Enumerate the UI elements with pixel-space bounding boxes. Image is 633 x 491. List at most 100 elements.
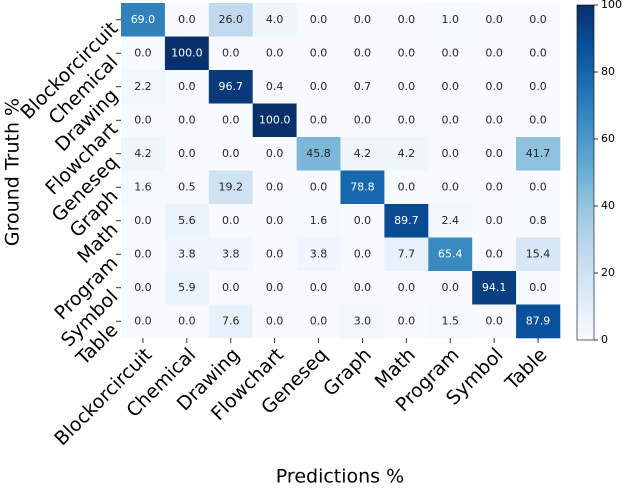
- cell-label: 0.0: [485, 13, 503, 26]
- heatmap-cell: [384, 237, 429, 272]
- cell-label: 2.2: [134, 80, 152, 93]
- heatmap-cell: [208, 237, 253, 272]
- cell-label: 0.0: [310, 314, 328, 327]
- cell-label: 0.0: [222, 214, 240, 227]
- heatmap-cell: [340, 271, 385, 305]
- cell-label: 1.6: [134, 180, 152, 193]
- cell-label: 0.8: [529, 214, 547, 227]
- heatmap-cell: [296, 237, 341, 272]
- cell-label: 4.2: [354, 147, 372, 160]
- cell-label: 96.7: [219, 80, 244, 93]
- cell-label: 100.0: [259, 113, 291, 126]
- heatmap-cell: [296, 70, 341, 104]
- heatmap-cell: [384, 304, 429, 339]
- cell-label: 0.7: [354, 80, 372, 93]
- heatmap-cell: [296, 271, 341, 305]
- heatmap-cell: [252, 3, 297, 37]
- heatmap-cell: [252, 271, 297, 305]
- cell-label: 26.0: [219, 13, 244, 26]
- cell-label: 0.0: [222, 281, 240, 294]
- heatmap-cell: [516, 204, 561, 238]
- colorbar-tick-label: 0: [601, 333, 608, 346]
- cell-label: 5.9: [178, 281, 196, 294]
- heatmap-cell: [208, 36, 253, 71]
- heatmap-cell: [472, 204, 517, 238]
- heatmap-cell: [516, 103, 561, 138]
- cell-label: 0.0: [442, 46, 460, 59]
- heatmap-cell: [252, 170, 297, 205]
- cell-label: 1.5: [442, 314, 460, 327]
- heatmap-cell: [428, 137, 473, 171]
- cell-label: 65.4: [438, 247, 463, 260]
- cell-label: 100.0: [171, 46, 203, 59]
- cell-label: 4.2: [134, 147, 152, 160]
- cell-label: 0.0: [266, 247, 284, 260]
- cell-label: 0.0: [485, 314, 503, 327]
- cell-label: 0.0: [442, 180, 460, 193]
- cell-label: 3.8: [178, 247, 196, 260]
- heatmap-cell: [208, 70, 253, 104]
- cell-label: 94.1: [482, 281, 507, 294]
- heatmap-cell: [428, 170, 473, 205]
- heatmap-cell: [428, 204, 473, 238]
- cell-label: 7.6: [222, 314, 240, 327]
- cell-label: 0.0: [178, 80, 196, 93]
- heatmap-cell: [121, 304, 166, 339]
- cell-label: 0.0: [266, 147, 284, 160]
- heatmap-cell: [252, 103, 297, 138]
- cell-label: 0.0: [310, 281, 328, 294]
- cell-label: 5.6: [178, 214, 196, 227]
- heatmap-cell: [428, 36, 473, 71]
- cell-label: 0.0: [485, 147, 503, 160]
- heatmap-cell: [384, 170, 429, 205]
- heatmap-cell: [208, 170, 253, 205]
- heatmap-cell: [516, 70, 561, 104]
- heatmap-cell: [164, 70, 210, 104]
- colorbar-tick-label: 100: [601, 0, 622, 11]
- cell-label: 87.9: [526, 314, 551, 327]
- cell-label: 15.4: [526, 247, 551, 260]
- heatmap-cell: [516, 137, 561, 171]
- cell-label: 0.0: [485, 113, 503, 126]
- heatmap-cell: [121, 237, 166, 272]
- cell-label: 78.8: [350, 180, 375, 193]
- cell-label: 0.0: [442, 80, 460, 93]
- cell-label: 3.0: [354, 314, 372, 327]
- heatmap-cell: [340, 237, 385, 272]
- cell-label: 89.7: [394, 214, 419, 227]
- heatmap-cell: [296, 304, 341, 339]
- cell-label: 0.0: [178, 113, 196, 126]
- heatmap-cell: [296, 103, 341, 138]
- heatmap-cell: [164, 137, 210, 171]
- heatmap-cell: [340, 204, 385, 238]
- heatmap-cell: [428, 3, 473, 37]
- heatmap-cell: [252, 70, 297, 104]
- cell-label: 0.0: [529, 180, 547, 193]
- cell-label: 0.0: [134, 46, 152, 59]
- cell-label: 69.0: [131, 13, 156, 26]
- heatmap-cell: [384, 70, 429, 104]
- heatmap-cell: [384, 137, 429, 171]
- cell-label: 0.0: [310, 113, 328, 126]
- cell-label: 0.0: [485, 80, 503, 93]
- heatmap-cell: [252, 137, 297, 171]
- heatmap-cell: [296, 170, 341, 205]
- heatmap-cell: [384, 271, 429, 305]
- cell-label: 0.0: [398, 46, 416, 59]
- cell-label: 0.4: [266, 80, 284, 93]
- cell-label: 0.0: [266, 281, 284, 294]
- heatmap-cell: [164, 36, 210, 71]
- cell-label: 0.0: [354, 46, 372, 59]
- heatmap-cell: [208, 204, 253, 238]
- heatmap-cell: [516, 271, 561, 305]
- cell-label: 4.0: [266, 13, 284, 26]
- heatmap-cell: [252, 237, 297, 272]
- colorbar-tick-label: 60: [601, 132, 615, 145]
- heatmap-cell: [384, 204, 429, 238]
- heatmap-cell: [121, 103, 166, 138]
- heatmap-cell: [472, 137, 517, 171]
- heatmap-cell: [340, 70, 385, 104]
- heatmap-cell: [340, 137, 385, 171]
- cell-label: 0.0: [222, 46, 240, 59]
- cell-label: 0.5: [178, 180, 196, 193]
